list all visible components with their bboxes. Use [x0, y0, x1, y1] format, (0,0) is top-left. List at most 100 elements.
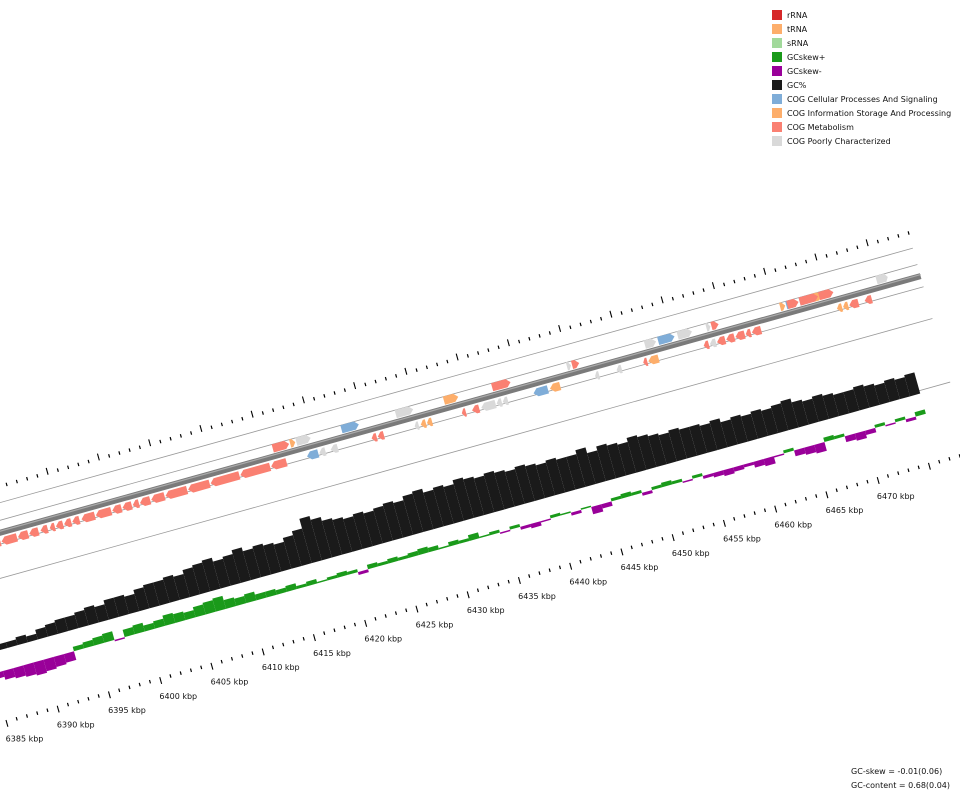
legend-item-cog-poorly: COG Poorly Characterized [772, 134, 951, 148]
minor-tick [282, 642, 285, 647]
major-tick [466, 591, 470, 599]
minor-tick [753, 274, 756, 278]
gc-bin [182, 567, 201, 598]
legend-label: COG Metabolism [787, 122, 854, 132]
major-tick [711, 282, 715, 290]
gc-bin [658, 432, 677, 465]
gene-arrow [340, 421, 359, 434]
gc-skew-positive-bin [326, 574, 338, 581]
minor-tick [682, 294, 685, 298]
major-tick [774, 505, 778, 513]
gc-skew-positive-bin [691, 473, 703, 479]
gc-bin [321, 518, 343, 558]
minor-tick [497, 582, 500, 587]
gene-arrow [751, 325, 763, 336]
gc-bin [626, 435, 647, 473]
gc-skew-negative-bin [43, 656, 57, 672]
gc-skew-positive-bin [192, 604, 206, 618]
minor-tick [661, 536, 664, 541]
major-tick [455, 353, 459, 361]
minor-tick [343, 625, 346, 630]
gene-arrow [705, 323, 711, 332]
legend-item-srna: sRNA [772, 36, 951, 50]
gc-bin [94, 604, 109, 623]
minor-tick [148, 679, 152, 684]
tick-label: 6450 kbp [672, 549, 710, 558]
gc-skew-negative-bin [844, 433, 857, 443]
minor-tick [487, 585, 490, 590]
gc-skew-positive-bin [316, 579, 328, 584]
major-tick [301, 396, 305, 404]
gene-arrow [95, 507, 113, 519]
gene-arrow [710, 321, 719, 331]
minor-tick [846, 248, 849, 252]
minor-tick [702, 525, 705, 530]
minor-tick [548, 331, 551, 335]
tick-label: 6430 kbp [467, 606, 505, 615]
minor-tick [733, 279, 736, 284]
tick-label: 6415 kbp [313, 649, 351, 658]
minor-tick [784, 502, 787, 507]
minor-tick [384, 614, 387, 618]
minor-tick [108, 454, 111, 458]
minor-tick [282, 405, 285, 410]
gc-skew-positive-bin [275, 587, 287, 595]
legend-item-gcskew-minus: GCskew- [772, 64, 951, 78]
gc-bin [811, 393, 829, 422]
major-tick [364, 619, 368, 627]
minor-tick [56, 468, 59, 472]
gene-arrow [643, 357, 649, 367]
gc-bin [291, 528, 312, 566]
gc-bin [299, 516, 322, 564]
gene-arrow [1, 533, 19, 545]
legend-swatch [772, 94, 782, 104]
minor-tick [548, 568, 551, 573]
major-tick [569, 562, 573, 570]
gc-bin [689, 423, 708, 456]
minor-tick [518, 339, 521, 344]
gc-bin [587, 450, 606, 484]
minor-tick [692, 291, 695, 295]
gene-arrow [40, 524, 49, 534]
minor-tick [651, 539, 654, 544]
gc-skew-positive-bin [387, 556, 399, 564]
gc-skew-positive-bin [894, 416, 906, 423]
gc-skew-positive-bin [509, 523, 521, 530]
gc-skew-positive-bin [153, 618, 166, 629]
gc-bin [173, 573, 190, 600]
major-tick [404, 367, 408, 375]
minor-tick [733, 516, 736, 521]
gc-skew-positive-bin [479, 533, 490, 539]
gc-skew-positive-bin [243, 591, 257, 604]
legend-item-cog-information: COG Information Storage And Processing [772, 106, 951, 120]
gc-skew-negative-bin [743, 461, 755, 468]
gc-skew-negative-bin [0, 671, 5, 679]
minor-tick [26, 476, 29, 481]
gene-arrow [778, 302, 786, 312]
minor-tick [886, 474, 890, 478]
gc-skew-negative-bin [753, 458, 766, 468]
tick-label: 6400 kbp [159, 692, 197, 701]
gc-bin [637, 434, 657, 470]
sequence-stats: GC-skew = -0.01(0.06) GC-content = 0.68(… [851, 765, 950, 793]
gc-skew-positive-bin [265, 588, 277, 598]
minor-tick [169, 436, 172, 441]
legend-swatch [772, 80, 782, 90]
gc-bin [44, 622, 59, 637]
minor-tick [794, 499, 797, 504]
gc-bin [596, 443, 616, 482]
minor-tick [128, 448, 131, 452]
major-tick [660, 296, 664, 304]
gc-skew-positive-bin [671, 478, 683, 485]
gc-bin [443, 484, 464, 524]
gc-bin [514, 464, 535, 504]
tick-label: 6435 kbp [518, 592, 556, 601]
legend-swatch [772, 24, 782, 34]
gene-arrow [371, 433, 378, 442]
minor-tick [835, 251, 838, 255]
minor-tick [569, 325, 572, 330]
minor-tick [313, 396, 316, 401]
gene-arrow [472, 404, 481, 414]
minor-tick [497, 345, 500, 350]
major-tick [159, 676, 163, 685]
